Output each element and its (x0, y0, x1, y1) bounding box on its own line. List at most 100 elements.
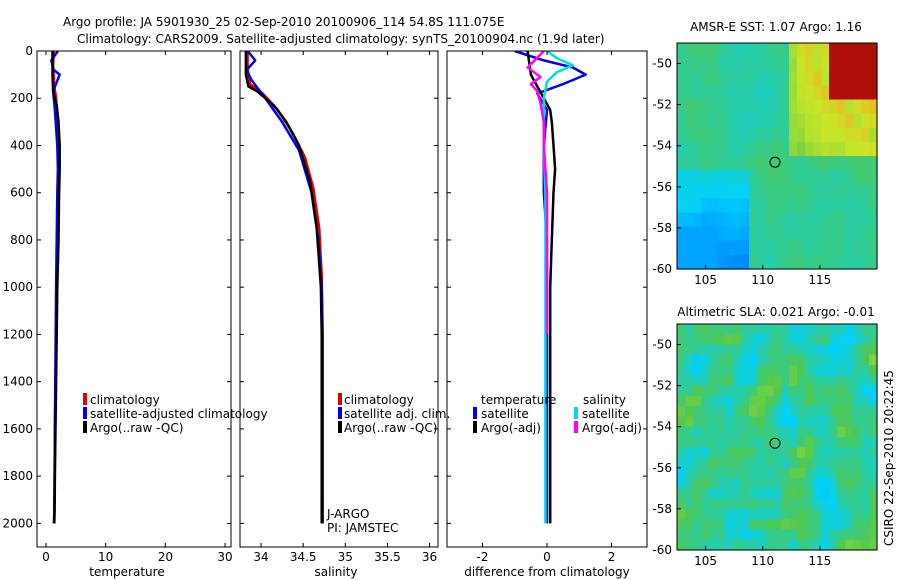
heatmap-cell (773, 113, 782, 129)
heatmap-cell (773, 184, 782, 199)
sla-map-axes-box (676, 323, 878, 551)
heatmap-cell (709, 240, 718, 256)
heatmap-cell (685, 198, 694, 214)
heatmap-cell (781, 478, 790, 489)
heatmap-cell (829, 99, 838, 115)
heatmap-cell (709, 198, 718, 214)
heatmap-cell (869, 467, 878, 479)
heatmap-cell (789, 447, 798, 459)
heatmap-cell (709, 99, 718, 115)
heatmap-cell (773, 365, 782, 376)
heatmap-cell (813, 498, 822, 510)
heatmap-cell (861, 478, 870, 489)
heatmap-cell (821, 447, 830, 459)
heatmap-cell (805, 99, 814, 115)
heatmap-cell (733, 141, 742, 157)
heatmap-cell (821, 385, 830, 397)
heatmap-cell (765, 467, 774, 479)
heatmap-cell (797, 395, 806, 407)
heatmap-cell (813, 426, 822, 438)
heatmap-cell (693, 406, 702, 418)
heatmap-cell (869, 416, 878, 428)
heatmap-cell (781, 212, 790, 228)
heatmap-cell (773, 539, 782, 551)
heatmap-cell (813, 156, 822, 171)
heatmap-cell (749, 437, 758, 448)
heatmap-cell (821, 85, 830, 101)
heatmap-cell (853, 141, 862, 157)
legend-label-temp-satellite: satellite (481, 407, 529, 421)
heatmap-cell (685, 99, 694, 115)
heatmap-cell (845, 457, 854, 469)
heatmap-cell (797, 198, 806, 214)
heatmap-cell (837, 170, 846, 185)
heatmap-cell (805, 113, 814, 129)
heatmap-cell (725, 57, 734, 72)
heatmap-cell (805, 375, 814, 387)
heatmap-cell (773, 57, 782, 72)
heatmap-cell (709, 170, 718, 185)
heatmap-cell (741, 365, 750, 376)
heatmap-cell (757, 254, 766, 270)
heatmap-cell (733, 375, 742, 387)
heatmap-cell (821, 406, 830, 418)
heatmap-cell (757, 57, 766, 72)
heatmap-cell (837, 113, 846, 129)
heatmap-cell (813, 344, 822, 356)
heatmap-cell (853, 334, 862, 346)
heatmap-cell (853, 254, 862, 270)
heatmap-cell (725, 156, 734, 171)
heatmap-cell (845, 539, 854, 551)
heatmap-cell (781, 508, 790, 520)
heatmap-cell (861, 198, 870, 214)
heatmap-cell (861, 437, 870, 448)
heatmap-cell (845, 57, 854, 72)
heatmap-cell (869, 406, 878, 418)
heatmap-cell (789, 508, 798, 520)
heatmap-cell (813, 184, 822, 199)
heatmap-cell (717, 254, 726, 270)
heatmap-cell (725, 85, 734, 101)
heatmap-cell (869, 385, 878, 397)
heatmap-cell (685, 375, 694, 387)
heatmap-cell (845, 85, 854, 101)
heatmap-cell (805, 170, 814, 185)
heatmap-cell (677, 57, 686, 72)
heatmap-cell (837, 519, 846, 531)
heatmap-cell (853, 467, 862, 479)
heatmap-cell (805, 519, 814, 531)
heatmap-cell (701, 113, 710, 129)
heatmap-cell (805, 437, 814, 448)
heatmap-cell (781, 488, 790, 500)
heatmap-cell (757, 529, 766, 541)
heatmap-cell (717, 529, 726, 541)
heatmap-cell (685, 437, 694, 448)
heatmap-cell (853, 71, 862, 86)
heatmap-cell (821, 184, 830, 199)
legend-label-temp-argo: Argo(-adj) (481, 421, 541, 435)
heatmap-cell (861, 365, 870, 376)
heatmap-cell (821, 539, 830, 551)
heatmap-cell (685, 365, 694, 376)
heatmap-cell (725, 519, 734, 531)
heatmap-cell (837, 529, 846, 541)
heatmap-cell (741, 141, 750, 157)
heatmap-cell (725, 447, 734, 459)
heatmap-cell (837, 447, 846, 459)
heatmap-cell (685, 156, 694, 171)
temperature-ytick-label: 600 (10, 186, 33, 200)
heatmap-cell (805, 395, 814, 407)
heatmap-cell (677, 212, 686, 228)
heatmap-cell (813, 406, 822, 418)
heatmap-cell (677, 43, 686, 58)
heatmap-cell (837, 240, 846, 256)
heatmap-cell (741, 508, 750, 520)
heatmap-cell (789, 57, 798, 72)
legend-swatch-temp-satellite (473, 407, 477, 419)
sla-map-ytick-label: -56 (652, 461, 672, 475)
heatmap-cell (685, 71, 694, 86)
heatmap-cell (685, 539, 694, 551)
heatmap-cell (757, 539, 766, 551)
salinity-series-argo-raw-qc (244, 51, 323, 524)
heatmap-cell (677, 184, 686, 199)
